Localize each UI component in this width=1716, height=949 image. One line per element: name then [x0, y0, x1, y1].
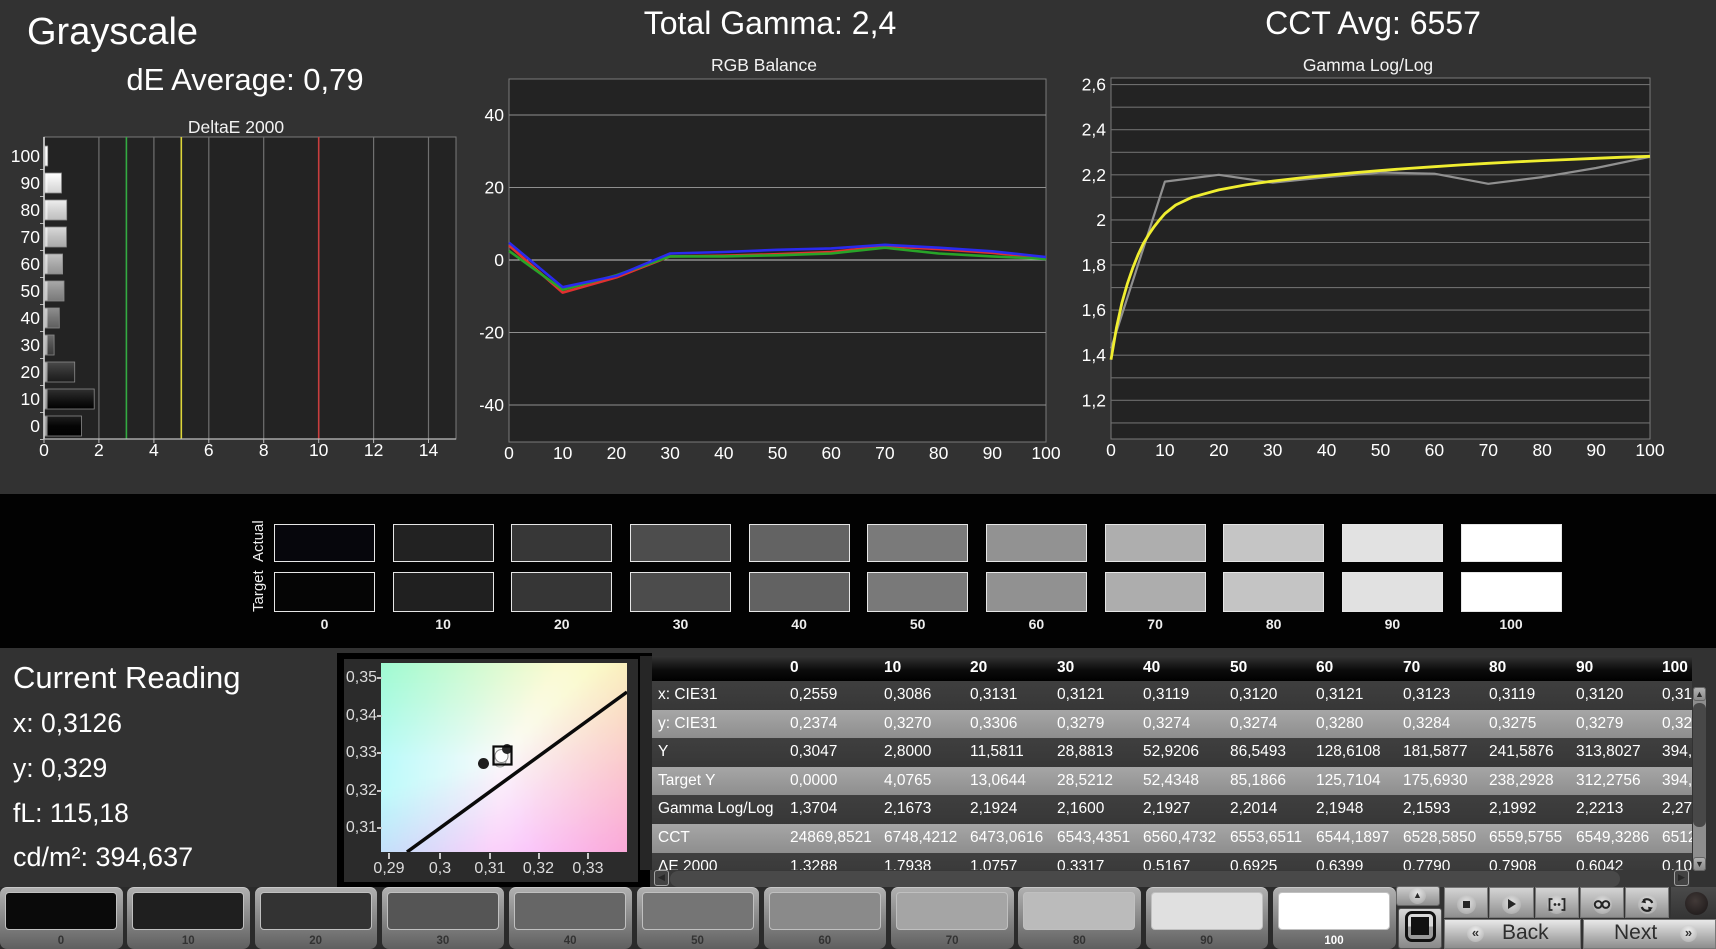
svg-text:60: 60 — [1425, 440, 1445, 460]
svg-text:100: 100 — [1635, 440, 1664, 460]
svg-text:0: 0 — [39, 440, 49, 460]
svg-text:90: 90 — [983, 443, 1003, 463]
svg-text:10: 10 — [21, 389, 41, 409]
svg-text:10: 10 — [553, 443, 573, 463]
svg-text:70: 70 — [21, 227, 41, 247]
svg-text:1,2: 1,2 — [1082, 390, 1106, 410]
svg-text:20: 20 — [1209, 440, 1229, 460]
svg-text:70: 70 — [875, 443, 895, 463]
svg-text:2,6: 2,6 — [1082, 75, 1106, 95]
svg-text:0: 0 — [504, 443, 514, 463]
svg-text:80: 80 — [929, 443, 949, 463]
svg-text:30: 30 — [660, 443, 680, 463]
svg-text:70: 70 — [1479, 440, 1499, 460]
svg-text:DeltaE 2000: DeltaE 2000 — [188, 117, 285, 137]
svg-text:12: 12 — [364, 440, 383, 460]
svg-text:0: 0 — [30, 416, 40, 436]
svg-text:30: 30 — [1263, 440, 1283, 460]
svg-text:80: 80 — [21, 200, 41, 220]
svg-text:50: 50 — [21, 281, 41, 301]
svg-text:40: 40 — [714, 443, 734, 463]
svg-text:8: 8 — [259, 440, 269, 460]
svg-text:50: 50 — [1371, 440, 1391, 460]
svg-text:4: 4 — [149, 440, 159, 460]
svg-text:100: 100 — [1031, 443, 1060, 463]
svg-text:1,6: 1,6 — [1082, 300, 1106, 320]
svg-text:80: 80 — [1532, 440, 1552, 460]
svg-text:2: 2 — [94, 440, 104, 460]
svg-text:90: 90 — [21, 173, 41, 193]
svg-text:60: 60 — [821, 443, 841, 463]
svg-text:10: 10 — [309, 440, 329, 460]
svg-text:90: 90 — [1586, 440, 1606, 460]
svg-text:1,8: 1,8 — [1082, 255, 1106, 275]
svg-text:60: 60 — [21, 254, 41, 274]
svg-text:2,4: 2,4 — [1082, 120, 1107, 140]
svg-text:40: 40 — [1317, 440, 1337, 460]
svg-text:14: 14 — [419, 440, 439, 460]
svg-text:0: 0 — [1106, 440, 1116, 460]
svg-text:2,2: 2,2 — [1082, 165, 1106, 185]
svg-text:20: 20 — [21, 362, 41, 382]
svg-text:-20: -20 — [480, 323, 504, 343]
svg-text:Gamma Log/Log: Gamma Log/Log — [1303, 55, 1433, 75]
svg-text:20: 20 — [607, 443, 627, 463]
svg-text:2: 2 — [1096, 210, 1106, 230]
svg-text:40: 40 — [21, 308, 41, 328]
svg-text:20: 20 — [485, 178, 505, 198]
svg-text:RGB Balance: RGB Balance — [711, 55, 817, 75]
svg-text:30: 30 — [21, 335, 41, 355]
svg-text:1,4: 1,4 — [1082, 345, 1107, 365]
svg-text:50: 50 — [768, 443, 788, 463]
svg-text:40: 40 — [485, 105, 505, 125]
svg-text:10: 10 — [1155, 440, 1175, 460]
svg-text:0: 0 — [494, 250, 504, 270]
svg-text:-40: -40 — [480, 395, 504, 415]
svg-text:100: 100 — [11, 146, 40, 166]
svg-text:6: 6 — [204, 440, 214, 460]
